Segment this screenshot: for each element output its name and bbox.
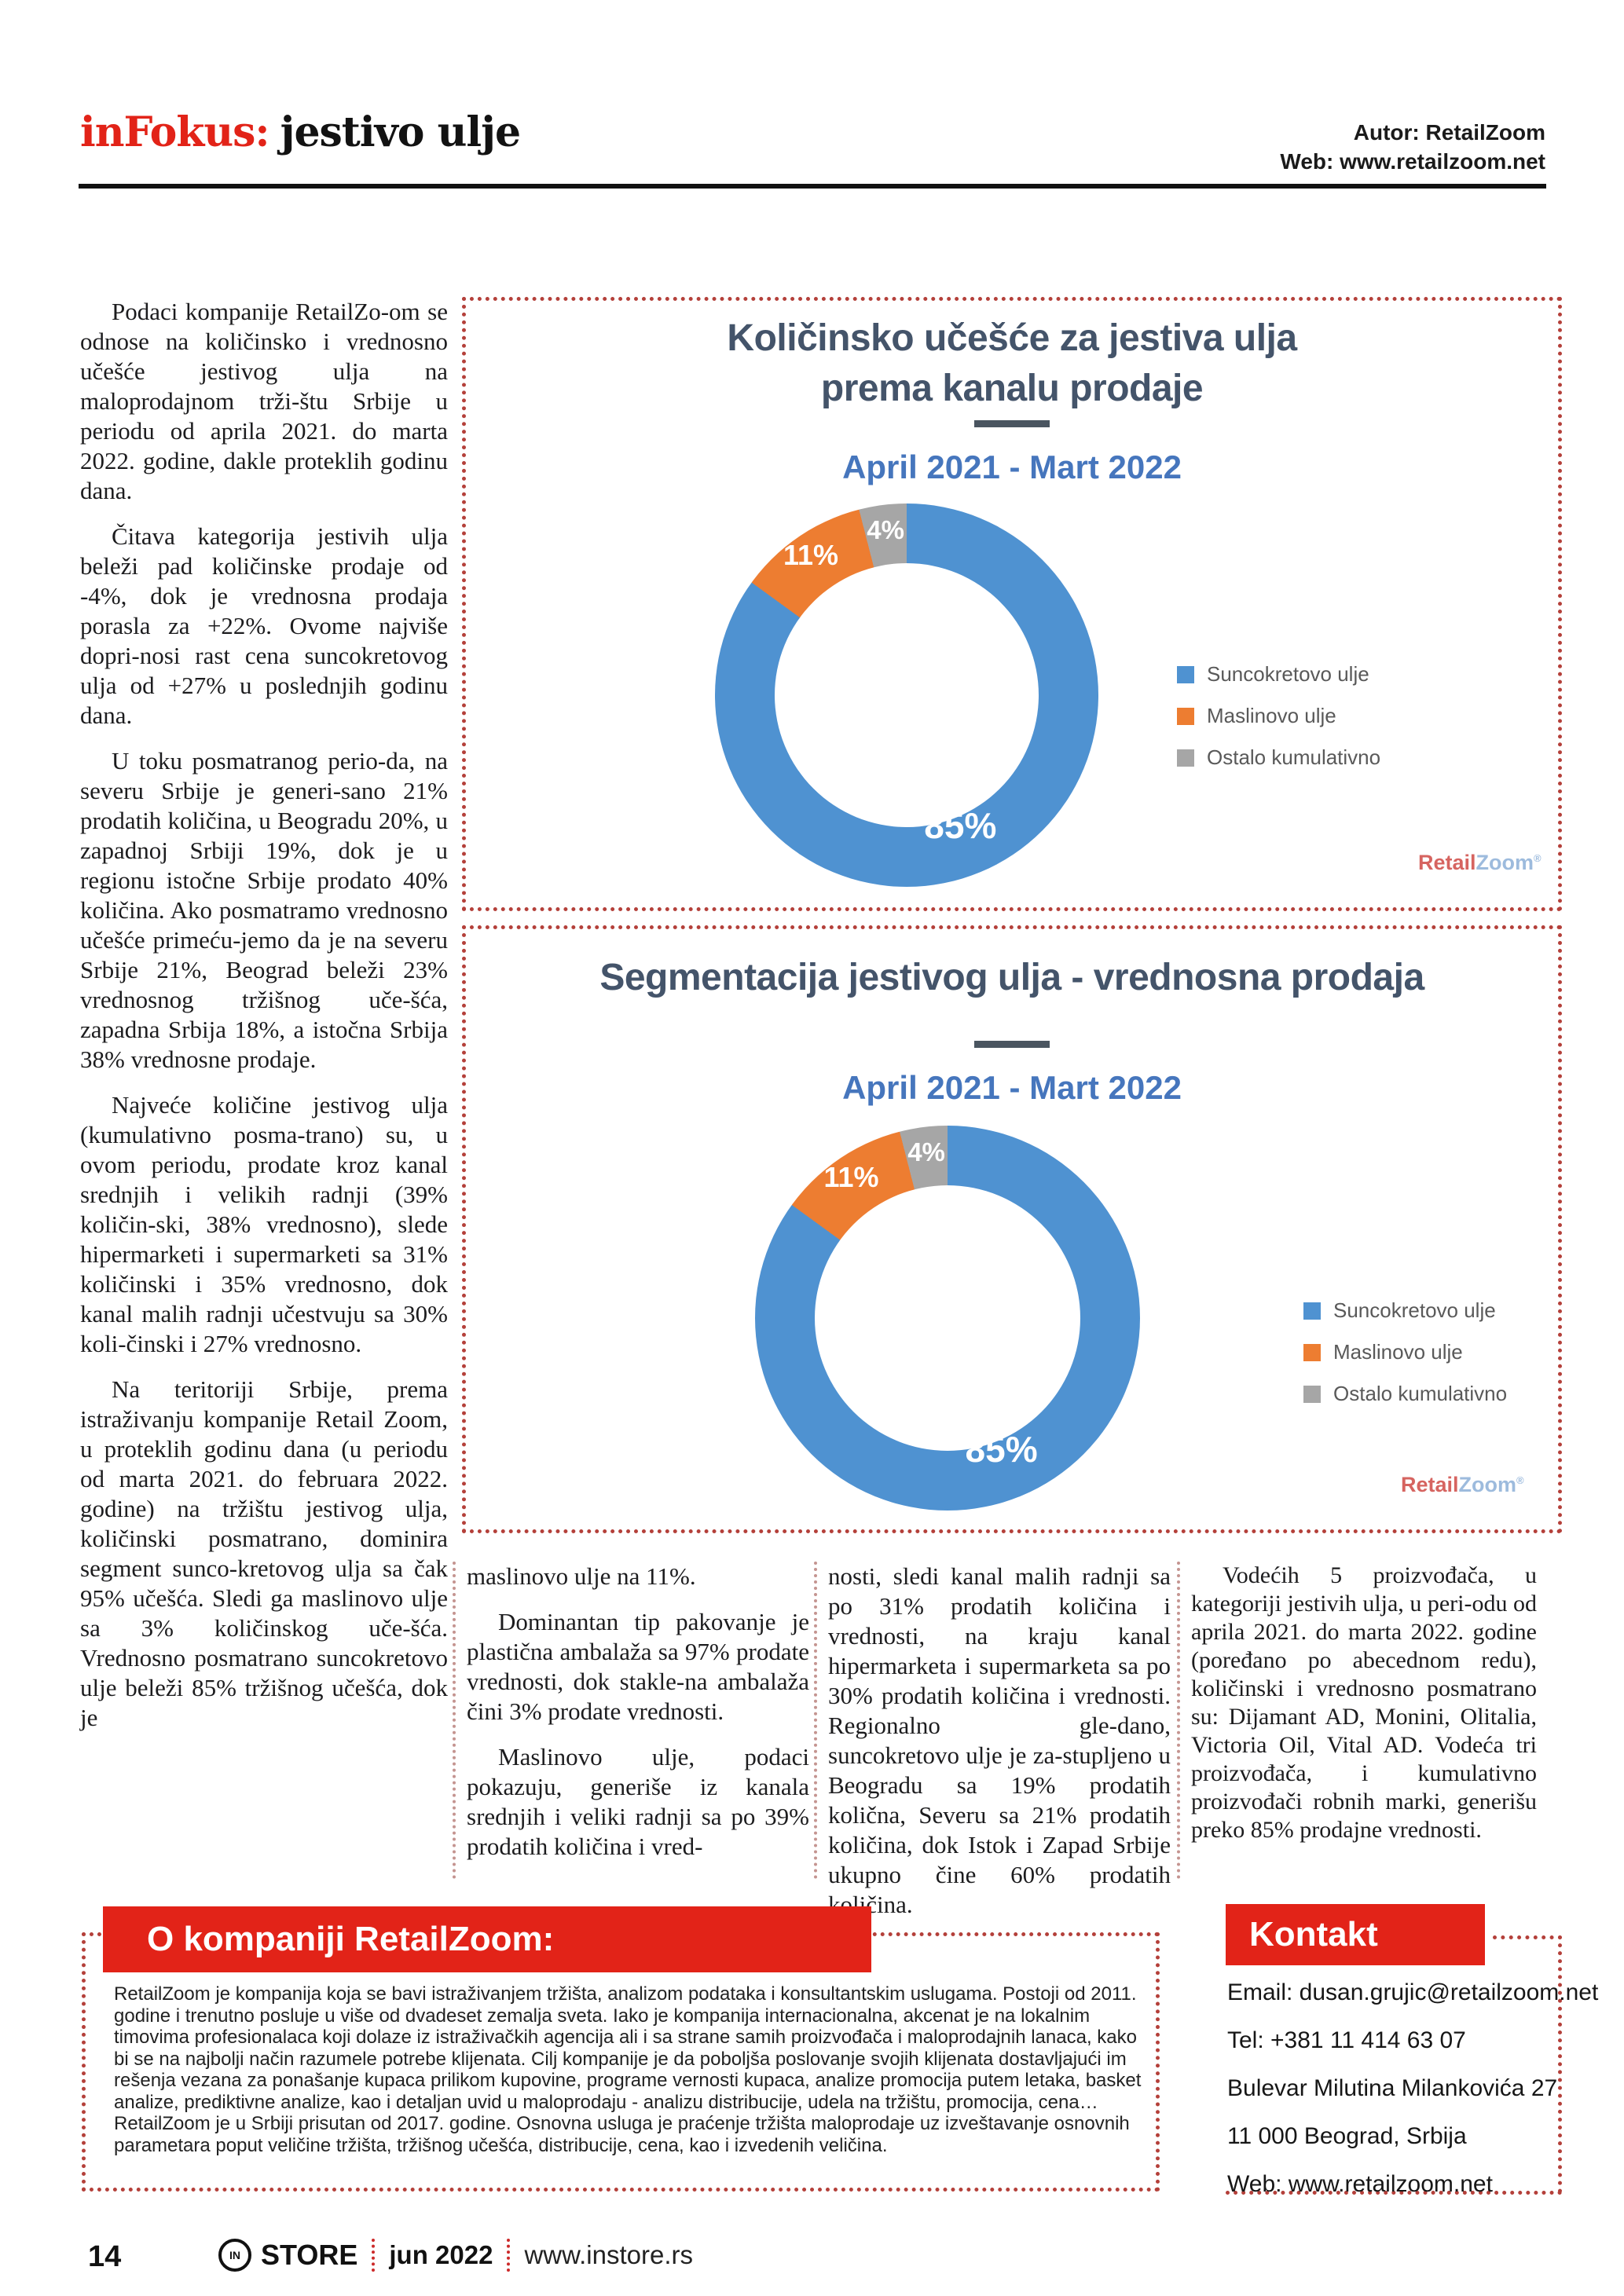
legend-item: Maslinovo ulje bbox=[1303, 1340, 1507, 1364]
retailzoom-logo: RetailZoom® bbox=[1418, 851, 1542, 875]
magazine-name: STORE bbox=[261, 2239, 358, 2271]
paragraph: nosti, sledi kanal malih radnji sa po 31… bbox=[828, 1562, 1171, 1918]
issue-date: jun 2022 bbox=[389, 2240, 493, 2269]
legend-item: Ostalo kumulativno bbox=[1303, 1382, 1507, 1406]
legend-swatch-gray bbox=[1303, 1385, 1321, 1403]
legend-label: Maslinovo ulje bbox=[1207, 704, 1336, 727]
column-divider bbox=[453, 1562, 456, 1879]
legend-item: Suncokretovo ulje bbox=[1303, 1298, 1507, 1323]
donut-label-11: 11% bbox=[823, 1161, 879, 1194]
logo-retail: Retail bbox=[1418, 851, 1476, 874]
contact-box-title: Kontakt bbox=[1226, 1904, 1485, 1965]
column-divider bbox=[1177, 1562, 1180, 1879]
paragraph: U toku posmatranog perio-da, na severu S… bbox=[80, 747, 448, 1073]
legend-label: Ostalo kumulativno bbox=[1207, 745, 1381, 769]
donut-chart-quantity: 85% 11% 4% bbox=[715, 504, 1098, 887]
donut-label-11: 11% bbox=[783, 538, 839, 571]
contact-box: Kontakt Email: dusan.grujic@retailzoom.n… bbox=[1226, 1904, 1598, 2197]
legend-swatch-orange bbox=[1303, 1343, 1321, 1361]
footer-divider bbox=[372, 2239, 376, 2272]
contact-address: Bulevar Milutina Milankovića 27 bbox=[1227, 2075, 1558, 2101]
footer-divider bbox=[507, 2239, 511, 2272]
legend-label: Maslinovo ulje bbox=[1333, 1340, 1463, 1364]
donut-label-85: 85% bbox=[965, 1428, 1038, 1470]
company-description: RetailZoom je kompanija koja se bavi ist… bbox=[114, 1983, 1143, 2156]
instore-circle-icon: IN bbox=[218, 2239, 251, 2272]
company-paragraph: RetailZoom je kompanija koja se bavi ist… bbox=[114, 1983, 1142, 2113]
contact-border-top bbox=[1493, 1935, 1562, 1939]
legend-label: Suncokretovo ulje bbox=[1207, 662, 1369, 686]
company-info-box: O kompaniji RetailZoom: RetailZoom je ko… bbox=[82, 1906, 1160, 2192]
legend-label: Suncokretovo ulje bbox=[1333, 1298, 1496, 1322]
chart-title-divider bbox=[974, 1041, 1050, 1048]
masthead-brand: inFokus: bbox=[80, 108, 270, 156]
contact-border-right bbox=[1558, 1935, 1562, 2193]
footer-brand-group: IN STORE jun 2022 www.instore.rs bbox=[218, 2239, 693, 2272]
retailzoom-logo: RetailZoom® bbox=[1401, 1473, 1524, 1497]
chart-title: Segmentacija jestivog ulja - vrednosna p… bbox=[466, 953, 1558, 1003]
page-footer: 14 IN STORE jun 2022 www.instore.rs bbox=[80, 2239, 1549, 2278]
article-column-4: Vodećih 5 proizvođača, u kategoriji jest… bbox=[1191, 1562, 1537, 1888]
chart-title-divider bbox=[974, 420, 1050, 427]
logo-mark: ® bbox=[1516, 1474, 1524, 1486]
paragraph: Dominantan tip pakovanje je plastična am… bbox=[467, 1608, 809, 1725]
legend-swatch-gray bbox=[1177, 749, 1194, 767]
chart-box-value-share: Segmentacija jestivog ulja - vrednosna p… bbox=[462, 925, 1562, 1533]
chart-title: Količinsko učešće za jestiva ulja prema … bbox=[466, 313, 1558, 414]
article-column-3: nosti, sledi kanal malih radnji sa po 31… bbox=[828, 1562, 1171, 1918]
chart-legend: Suncokretovo ulje Maslinovo ulje Ostalo … bbox=[1303, 1298, 1507, 1423]
paragraph: Vodećih 5 proizvođača, u kategoriji jest… bbox=[1191, 1562, 1537, 1843]
company-paragraph: RetailZoom je u Srbiji prisutan od 2017.… bbox=[114, 2113, 1130, 2156]
logo-mark: ® bbox=[1534, 852, 1542, 864]
chart-title-line: Količinsko učešće za jestiva ulja bbox=[727, 317, 1297, 359]
logo-zoom: Zoom bbox=[1458, 1473, 1517, 1496]
web-line: Web: www.retailzoom.net bbox=[1280, 149, 1545, 174]
chart-box-quantity-share: Količinsko učešće za jestiva ulja prema … bbox=[462, 297, 1562, 911]
paragraph: Na teritoriji Srbije, prema istraživanju… bbox=[80, 1375, 448, 1731]
donut-label-4: 4% bbox=[907, 1137, 945, 1167]
section-masthead: inFokus: jestivo ulje bbox=[80, 108, 521, 156]
paragraph: Maslinovo ulje, podaci pokazuju, generiš… bbox=[467, 1743, 809, 1860]
donut-chart-value: 85% 11% 4% bbox=[755, 1126, 1140, 1511]
contact-city: 11 000 Beograd, Srbija bbox=[1227, 2123, 1467, 2149]
article-column-1: Podaci kompanije RetailZo-om se odnose n… bbox=[80, 297, 448, 1888]
chart-subtitle: April 2021 - Mart 2022 bbox=[842, 449, 1182, 485]
contact-lines: Email: dusan.grujic@retailzoom.net Tel: … bbox=[1227, 1979, 1598, 2219]
legend-item: Ostalo kumulativno bbox=[1177, 745, 1380, 770]
logo-zoom: Zoom bbox=[1476, 851, 1534, 874]
chart-legend: Suncokretovo ulje Maslinovo ulje Ostalo … bbox=[1177, 662, 1380, 787]
legend-swatch-orange bbox=[1177, 707, 1194, 725]
paragraph: Najveće količine jestivog ulja (kumulati… bbox=[80, 1091, 448, 1357]
paragraph: maslinovo ulje na 11%. bbox=[467, 1562, 696, 1590]
masthead-topic: jestivo ulje bbox=[280, 108, 521, 156]
contact-border-bottom bbox=[1226, 2191, 1562, 2195]
contact-phone: Tel: +381 11 414 63 07 bbox=[1227, 2027, 1466, 2053]
legend-label: Ostalo kumulativno bbox=[1333, 1382, 1508, 1405]
legend-item: Suncokretovo ulje bbox=[1177, 662, 1380, 687]
legend-item: Maslinovo ulje bbox=[1177, 704, 1380, 728]
company-box-title: O kompaniji RetailZoom: bbox=[103, 1906, 871, 1972]
donut-label-85: 85% bbox=[924, 804, 997, 846]
donut-label-4: 4% bbox=[867, 515, 905, 545]
chart-subtitle: April 2021 - Mart 2022 bbox=[842, 1069, 1182, 1106]
paragraph: Podaci kompanije RetailZo-om se odnose n… bbox=[80, 298, 448, 504]
page-number: 14 bbox=[88, 2240, 122, 2273]
column-divider bbox=[814, 1562, 817, 1879]
header-rule bbox=[79, 184, 1546, 189]
chart-title-line: Segmentacija jestivog ulja - vrednosna p… bbox=[599, 957, 1424, 998]
contact-web: Web: www.retailzoom.net bbox=[1227, 2171, 1493, 2197]
legend-swatch-blue bbox=[1177, 665, 1194, 683]
paragraph: Čitava kategorija jestivih ulja beleži p… bbox=[80, 522, 448, 729]
contact-email: Email: dusan.grujic@retailzoom.net bbox=[1227, 1979, 1599, 2005]
chart-title-line: prema kanalu prodaje bbox=[820, 368, 1204, 409]
author-block: Autor: RetailZoom Web: www.retailzoom.ne… bbox=[1280, 118, 1545, 176]
legend-swatch-blue bbox=[1303, 1302, 1321, 1320]
article-column-2: maslinovo ulje na 11%. Dominantan tip pa… bbox=[467, 1562, 809, 1888]
footer-website: www.instore.rs bbox=[524, 2240, 694, 2269]
logo-retail: Retail bbox=[1401, 1473, 1459, 1496]
author-line: Autor: RetailZoom bbox=[1353, 120, 1545, 145]
